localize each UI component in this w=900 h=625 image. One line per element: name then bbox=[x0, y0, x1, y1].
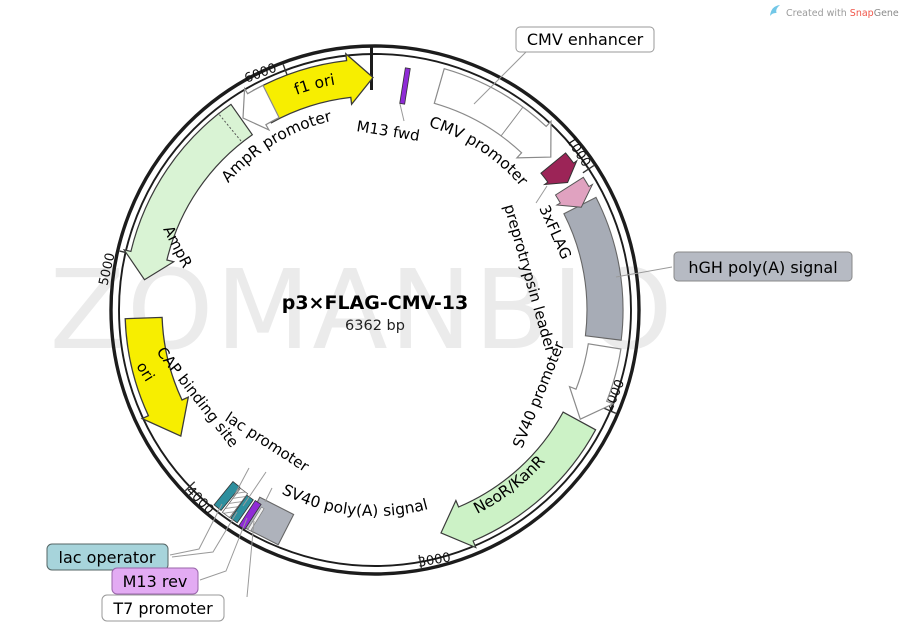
neor-kanr-arrow[interactable] bbox=[440, 411, 597, 549]
cmv-enhancer-promoter-divider bbox=[500, 106, 524, 137]
credit-brand-gene: Gene® bbox=[874, 8, 900, 19]
lac-operator-bar-1[interactable] bbox=[213, 480, 241, 512]
plasmid-size: 6362 bp bbox=[345, 318, 405, 334]
snapgene-logo-icon bbox=[770, 5, 780, 16]
m13-rev-bar[interactable] bbox=[238, 499, 262, 531]
snapgene-credit-text: Created with SnapGene® bbox=[786, 8, 900, 19]
plasmid-backbone-inner-ring bbox=[118, 53, 632, 567]
tick-2000 bbox=[603, 407, 617, 414]
m13-rev-leader bbox=[199, 517, 248, 581]
credit-prefix: Created with bbox=[786, 8, 850, 19]
m13-fwd-leader bbox=[399, 103, 405, 122]
cap-binding-leader bbox=[232, 467, 250, 499]
ampr-promoter-arrow[interactable] bbox=[242, 84, 280, 132]
lac-operator-marker-1[interactable] bbox=[213, 480, 241, 512]
sv40-polya-block[interactable] bbox=[243, 496, 295, 546]
cmv-enhancer-callout-box[interactable] bbox=[515, 26, 655, 53]
t7-promoter-marker[interactable] bbox=[247, 506, 265, 532]
t7-promoter-callout-box[interactable] bbox=[101, 594, 225, 622]
lac-promoter-leader bbox=[242, 471, 267, 507]
tick-label-4000: 4000 bbox=[183, 483, 217, 517]
sv40-polya-rect[interactable] bbox=[243, 496, 295, 546]
lac-operator-callout[interactable]: lac operator bbox=[46, 543, 169, 571]
3xflag-arrow[interactable] bbox=[540, 152, 578, 186]
f1-ori-arrow[interactable] bbox=[252, 52, 374, 124]
t7-promoter-callout[interactable]: T7 promoter bbox=[101, 594, 225, 622]
hgh-polya-callout[interactable]: hGH poly(A) signal bbox=[673, 251, 853, 282]
t7-promoter-callout-label[interactable]: T7 promoter bbox=[112, 599, 213, 618]
cmv-enhancer-leader bbox=[473, 49, 529, 105]
tick-label-5000: 5000 bbox=[97, 251, 119, 287]
t7-promoter-bar[interactable] bbox=[247, 506, 265, 532]
lac-operator-bar-2[interactable] bbox=[230, 494, 254, 524]
hgh-polya-leader bbox=[615, 266, 673, 278]
plasmid-backbone-outer-ring bbox=[109, 44, 641, 576]
ampr-arrow[interactable] bbox=[122, 103, 254, 281]
hgh-polya-callout-box[interactable] bbox=[673, 251, 853, 282]
plasmid-name: p3×FLAG-CMV-13 bbox=[282, 292, 469, 314]
sv40-polya-leader bbox=[264, 487, 273, 503]
3xflag-leader bbox=[535, 185, 548, 204]
snapgene-credit: Created with SnapGene® bbox=[770, 5, 900, 19]
cap-binding-site-bar[interactable] bbox=[221, 487, 249, 519]
m13-rev-marker[interactable] bbox=[238, 499, 262, 531]
m13-fwd-marker[interactable] bbox=[399, 67, 411, 105]
m13-rev-callout-box[interactable] bbox=[111, 567, 199, 595]
lac-operator-callout-label[interactable]: lac operator bbox=[59, 548, 156, 567]
cmv-enhancer-callout-label[interactable]: CMV enhancer bbox=[527, 30, 644, 49]
ori-arrow[interactable] bbox=[124, 316, 190, 438]
tick-4000 bbox=[184, 481, 196, 492]
m13-fwd-bar[interactable] bbox=[399, 67, 411, 105]
tick-1000 bbox=[582, 165, 595, 174]
m13-rev-callout[interactable]: M13 rev bbox=[111, 567, 199, 595]
cmv-enhancer-promoter-arrow[interactable] bbox=[433, 67, 552, 159]
sv40-promoter-arrow[interactable] bbox=[568, 343, 622, 421]
preprotrypsin-leader-arrow[interactable] bbox=[554, 176, 594, 208]
lac-operator-callout-box[interactable] bbox=[46, 543, 169, 571]
tick-label-3000: 3000 bbox=[417, 550, 452, 571]
hgh-polya-callout-label[interactable]: hGH poly(A) signal bbox=[688, 258, 837, 277]
credit-brand-snap: Snap bbox=[850, 8, 874, 19]
hgh-polya-band[interactable] bbox=[563, 196, 624, 341]
cap-binding-site-marker[interactable] bbox=[221, 487, 249, 519]
cmv-enhancer-callout[interactable]: CMV enhancer bbox=[515, 26, 655, 53]
m13-fwd-label[interactable]: M13 fwd bbox=[355, 117, 421, 145]
lac-operator-marker-2[interactable] bbox=[230, 494, 254, 524]
t7-promoter-leader bbox=[246, 520, 255, 598]
tick-3000 bbox=[418, 554, 423, 569]
lac-operator-leader-2 bbox=[171, 511, 238, 558]
m13-rev-callout-label[interactable]: M13 rev bbox=[123, 572, 188, 591]
sv40-polya-label[interactable]: SV40 poly(A) signal bbox=[279, 481, 429, 520]
lac-operator-leader-1 bbox=[169, 503, 223, 556]
